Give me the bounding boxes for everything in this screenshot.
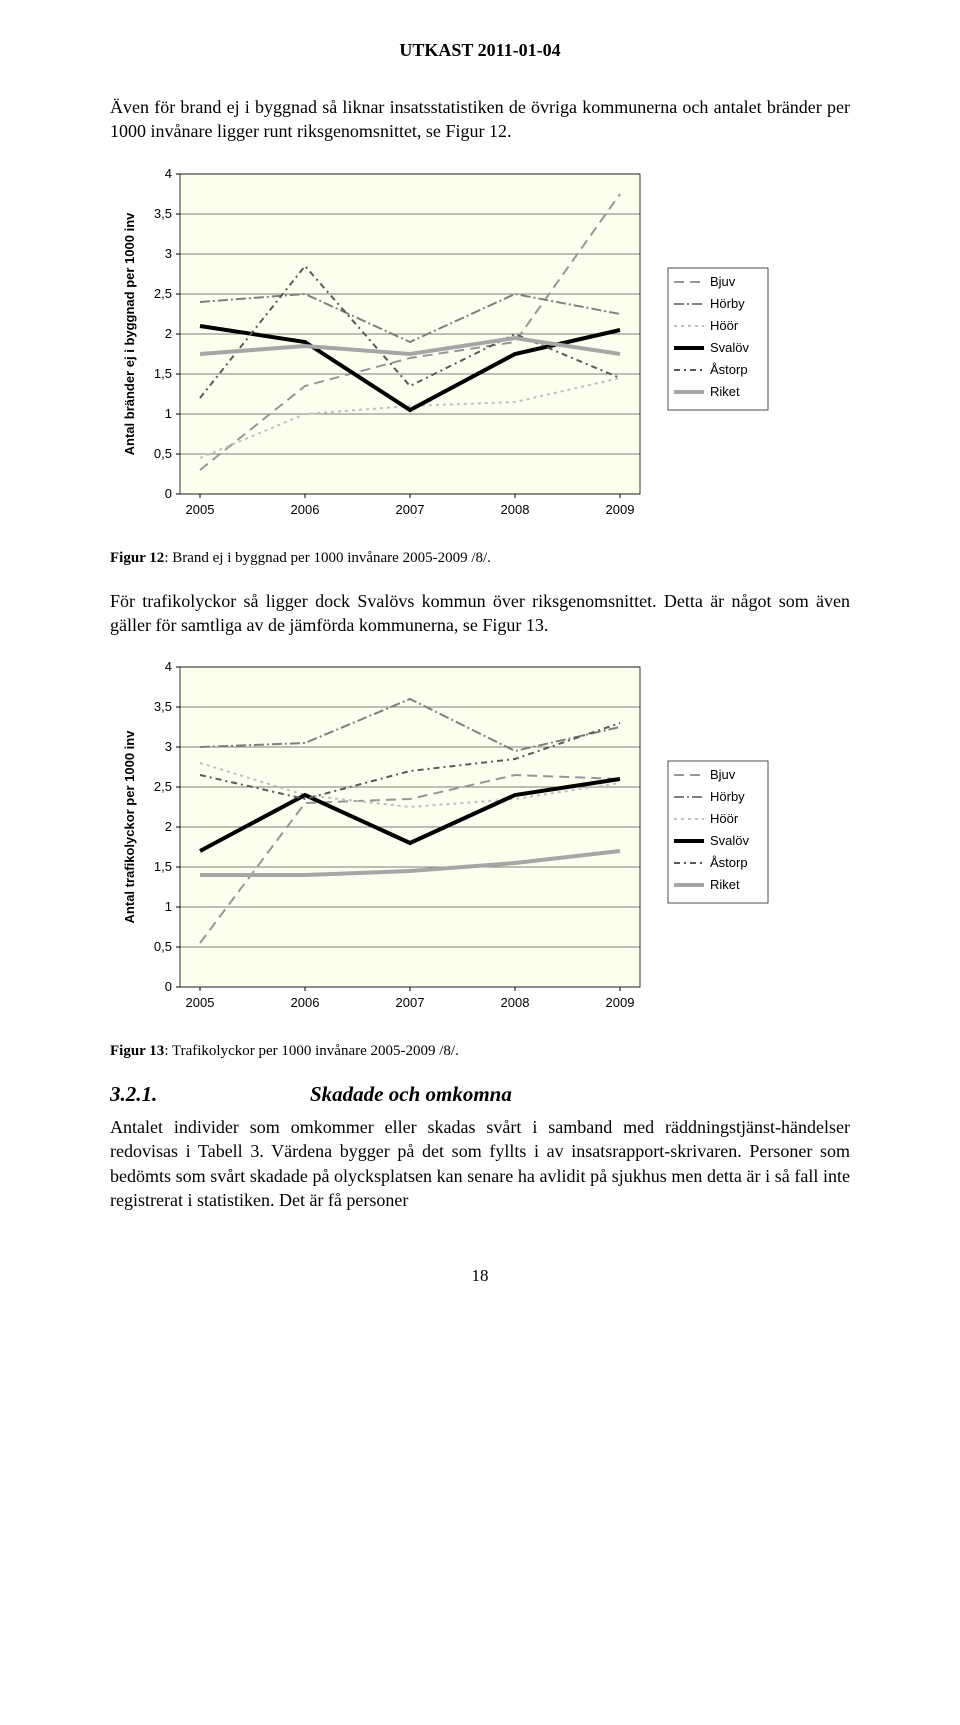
chart-1: 0 0,5 1 1,5 2 2,5 3 3,5 4 2005 2006 2007 2008 2009 Ant… — [110, 162, 850, 542]
svg-text:Höör: Höör — [710, 811, 739, 826]
svg-text:0: 0 — [165, 979, 172, 994]
svg-text:Antal trafikolyckor per 1000 i: Antal trafikolyckor per 1000 inv — [122, 730, 137, 924]
svg-text:3: 3 — [165, 739, 172, 754]
caption-2-text: : Trafikolyckor per 1000 invånare 2005-2… — [164, 1043, 459, 1059]
svg-text:2008: 2008 — [501, 995, 530, 1010]
svg-text:0,5: 0,5 — [154, 939, 172, 954]
svg-text:1: 1 — [165, 406, 172, 421]
svg-text:Åstorp: Åstorp — [710, 362, 748, 377]
svg-text:1: 1 — [165, 899, 172, 914]
svg-text:Bjuv: Bjuv — [710, 767, 736, 782]
svg-text:Antal bränder ej i byggnad per: Antal bränder ej i byggnad per 1000 inv — [122, 211, 137, 455]
svg-text:2007: 2007 — [396, 502, 425, 517]
caption-2-bold: Figur 13 — [110, 1043, 164, 1059]
paragraph-1: Även för brand ej i byggnad så liknar in… — [110, 95, 850, 144]
svg-text:2008: 2008 — [501, 502, 530, 517]
p2-figref: Figur 13 — [482, 615, 544, 635]
caption-2: Figur 13: Trafikolyckor per 1000 invånar… — [110, 1043, 850, 1060]
svg-text:4: 4 — [165, 166, 172, 181]
svg-text:3: 3 — [165, 246, 172, 261]
paragraph-2: För trafikolyckor så ligger dock Svalövs… — [110, 589, 850, 638]
svg-text:Bjuv: Bjuv — [710, 274, 736, 289]
section-heading: 3.2.1.Skadade och omkomna — [110, 1082, 850, 1107]
svg-text:Svalöv: Svalöv — [710, 340, 750, 355]
svg-text:2,5: 2,5 — [154, 286, 172, 301]
chart-2: 0 0,5 1 1,5 2 2,5 3 3,5 4 2005 2006 2007 2008 2009 Ant… — [110, 655, 850, 1035]
svg-text:3,5: 3,5 — [154, 206, 172, 221]
svg-text:Åstorp: Åstorp — [710, 855, 748, 870]
p2-text-b: . — [544, 615, 549, 635]
page-header: UTKAST 2011-01-04 — [110, 40, 850, 61]
svg-text:2: 2 — [165, 819, 172, 834]
p3-tableref: Tabell 3 — [198, 1141, 259, 1161]
svg-text:Riket: Riket — [710, 877, 740, 892]
svg-text:1,5: 1,5 — [154, 859, 172, 874]
svg-text:4: 4 — [165, 659, 172, 674]
svg-text:2005: 2005 — [186, 502, 215, 517]
caption-1-text: : Brand ej i byggnad per 1000 invånare 2… — [164, 550, 491, 566]
svg-text:Riket: Riket — [710, 384, 740, 399]
svg-text:Hörby: Hörby — [710, 296, 745, 311]
svg-text:2009: 2009 — [606, 502, 635, 517]
svg-text:2007: 2007 — [396, 995, 425, 1010]
svg-text:Svalöv: Svalöv — [710, 833, 750, 848]
svg-text:1,5: 1,5 — [154, 366, 172, 381]
svg-text:Hörby: Hörby — [710, 789, 745, 804]
p1-text-b: . — [507, 121, 512, 141]
svg-text:2: 2 — [165, 326, 172, 341]
paragraph-3: Antalet individer som omkommer eller ska… — [110, 1115, 850, 1212]
caption-1-bold: Figur 12 — [110, 550, 164, 566]
svg-text:2,5: 2,5 — [154, 779, 172, 794]
svg-text:2006: 2006 — [291, 502, 320, 517]
p1-figref: Figur 12 — [445, 121, 507, 141]
svg-text:0: 0 — [165, 486, 172, 501]
page-number: 18 — [110, 1266, 850, 1286]
section-title: Skadade och omkomna — [310, 1082, 512, 1106]
svg-text:Höör: Höör — [710, 318, 739, 333]
svg-text:2005: 2005 — [186, 995, 215, 1010]
section-number: 3.2.1. — [110, 1082, 310, 1107]
svg-text:2009: 2009 — [606, 995, 635, 1010]
p2-text-a: För trafikolyckor så ligger dock Svalövs… — [110, 591, 850, 635]
svg-text:3,5: 3,5 — [154, 699, 172, 714]
caption-1: Figur 12: Brand ej i byggnad per 1000 in… — [110, 550, 850, 567]
svg-text:2006: 2006 — [291, 995, 320, 1010]
svg-text:0,5: 0,5 — [154, 446, 172, 461]
